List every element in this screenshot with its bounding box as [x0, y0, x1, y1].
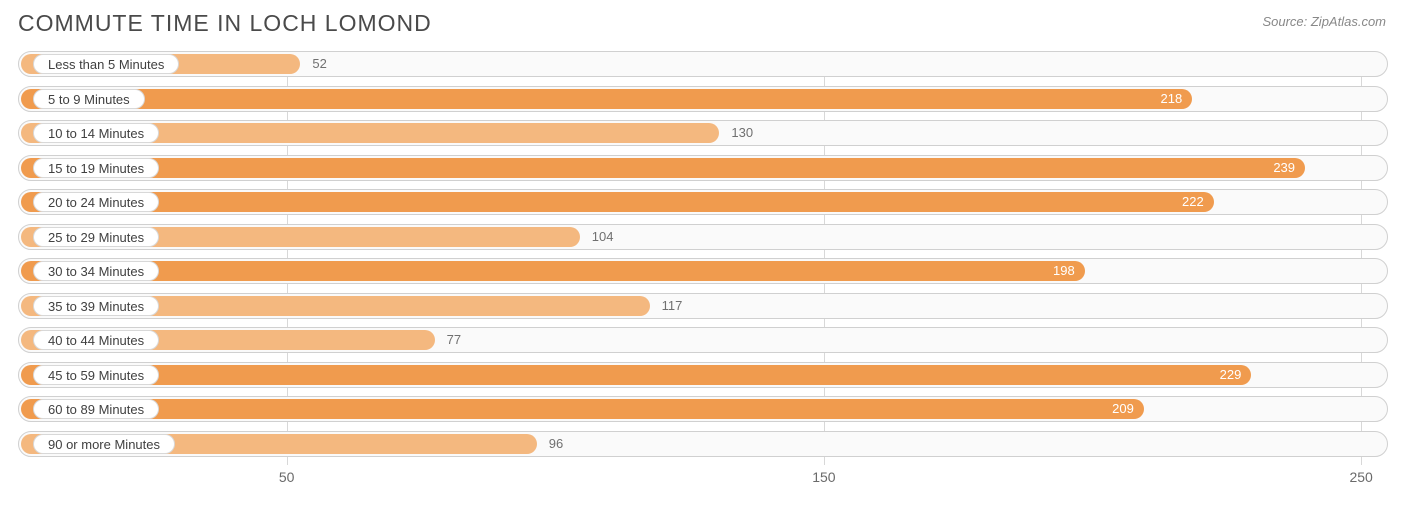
chart-source: Source: ZipAtlas.com	[1262, 14, 1386, 29]
value-label: 52	[312, 51, 326, 77]
category-label: 15 to 19 Minutes	[33, 158, 159, 178]
plot-area: Less than 5 Minutes 52 5 to 9 Minutes 218 10…	[18, 51, 1388, 481]
x-tick-label: 50	[279, 469, 295, 485]
bar-fill	[21, 261, 1085, 281]
bar-fill	[21, 399, 1144, 419]
bar-fill	[21, 192, 1214, 212]
value-label: 104	[592, 224, 614, 250]
bar-row: 30 to 34 Minutes 198	[18, 258, 1388, 284]
value-label: 96	[549, 431, 563, 457]
value-label: 77	[447, 327, 461, 353]
x-tick-label: 150	[812, 469, 835, 485]
chart-title: COMMUTE TIME IN LOCH LOMOND	[18, 10, 432, 37]
bar-row: 15 to 19 Minutes 239	[18, 155, 1388, 181]
value-label: 229	[1220, 362, 1242, 388]
x-tick-label: 250	[1349, 469, 1372, 485]
category-label: 40 to 44 Minutes	[33, 330, 159, 350]
bar-fill	[21, 89, 1192, 109]
bar-row: 60 to 89 Minutes 209	[18, 396, 1388, 422]
bar-row: 90 or more Minutes 96	[18, 431, 1388, 457]
bars-container: Less than 5 Minutes 52 5 to 9 Minutes 218 10…	[18, 51, 1388, 457]
value-label: 222	[1182, 189, 1204, 215]
category-label: 20 to 24 Minutes	[33, 192, 159, 212]
value-label: 218	[1161, 86, 1183, 112]
category-label: 25 to 29 Minutes	[33, 227, 159, 247]
category-label: 30 to 34 Minutes	[33, 261, 159, 281]
value-label: 239	[1273, 155, 1295, 181]
value-label: 117	[662, 293, 683, 319]
category-label: 60 to 89 Minutes	[33, 399, 159, 419]
bar-row: 10 to 14 Minutes 130	[18, 120, 1388, 146]
bar-fill	[21, 158, 1305, 178]
category-label: 35 to 39 Minutes	[33, 296, 159, 316]
bar-row: 40 to 44 Minutes 77	[18, 327, 1388, 353]
bar-row: 45 to 59 Minutes 229	[18, 362, 1388, 388]
value-label: 130	[731, 120, 753, 146]
category-label: 10 to 14 Minutes	[33, 123, 159, 143]
value-label: 198	[1053, 258, 1075, 284]
x-axis: 50 150 250	[18, 465, 1388, 491]
chart-header: COMMUTE TIME IN LOCH LOMOND Source: ZipA…	[18, 10, 1388, 37]
bar-row: 5 to 9 Minutes 218	[18, 86, 1388, 112]
bar-fill	[21, 365, 1251, 385]
bar-row: 25 to 29 Minutes 104	[18, 224, 1388, 250]
value-label: 209	[1112, 396, 1134, 422]
bar-row: 35 to 39 Minutes 117	[18, 293, 1388, 319]
category-label: 5 to 9 Minutes	[33, 89, 145, 109]
category-label: Less than 5 Minutes	[33, 54, 179, 74]
bar-row: Less than 5 Minutes 52	[18, 51, 1388, 77]
bar-row: 20 to 24 Minutes 222	[18, 189, 1388, 215]
commute-time-chart: COMMUTE TIME IN LOCH LOMOND Source: ZipA…	[0, 0, 1406, 522]
category-label: 45 to 59 Minutes	[33, 365, 159, 385]
category-label: 90 or more Minutes	[33, 434, 175, 454]
